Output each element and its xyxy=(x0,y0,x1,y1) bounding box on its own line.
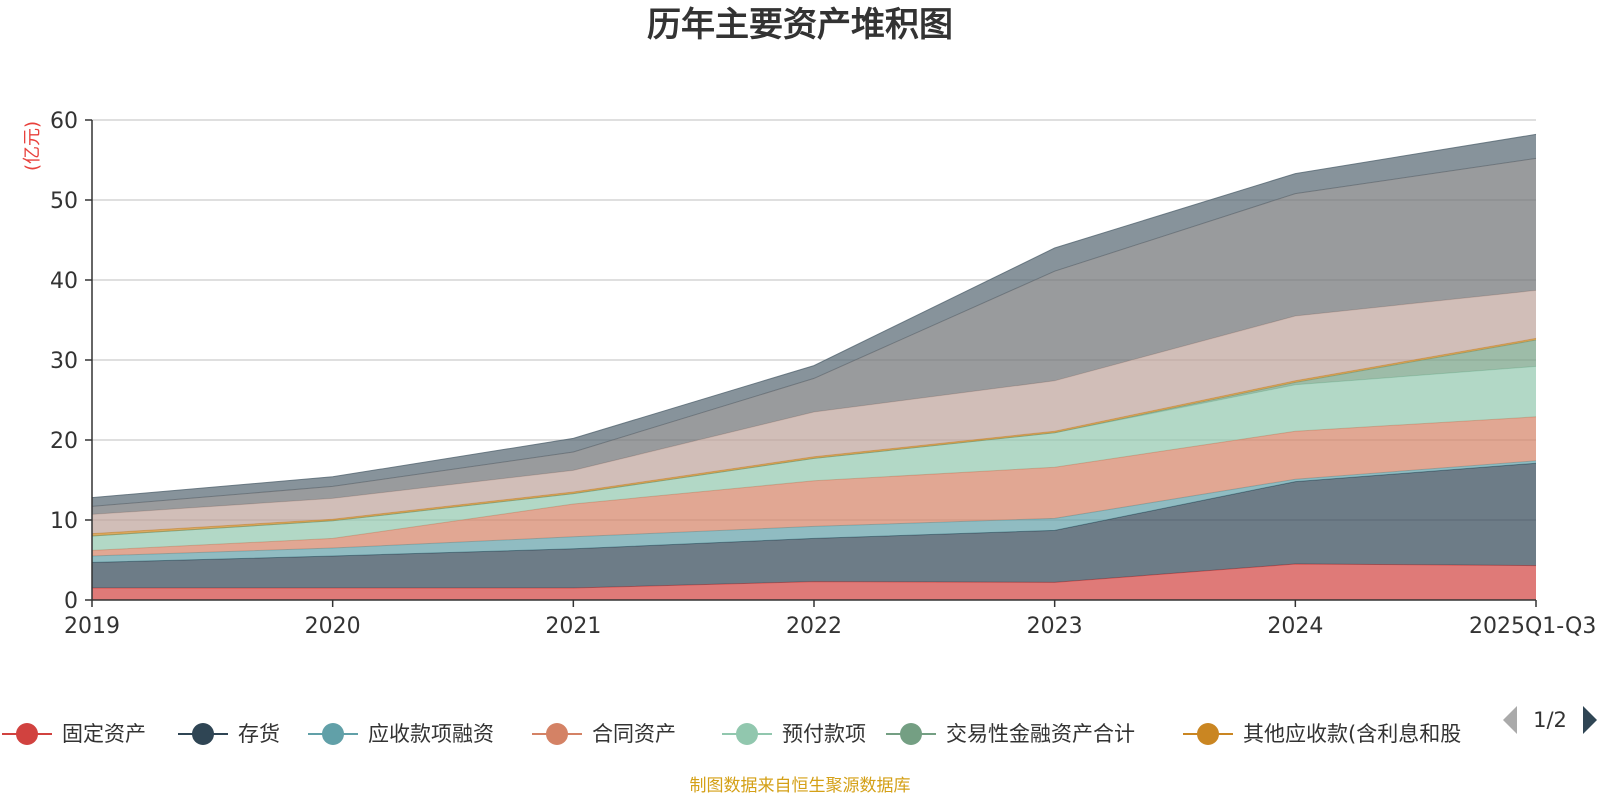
legend-item[interactable]: 其他应收款(含利息和股 xyxy=(1183,722,1461,746)
legend-next-page-icon[interactable] xyxy=(1583,706,1597,734)
legend-marker xyxy=(1197,723,1219,745)
legend-label: 交易性金融资产合计 xyxy=(946,722,1135,746)
x-tick-label: 2025Q1-Q3 xyxy=(1469,614,1596,639)
legend-label: 存货 xyxy=(238,722,280,746)
legend-item[interactable]: 合同资产 xyxy=(532,722,676,746)
legend-label: 合同资产 xyxy=(592,722,676,746)
chart-title: 历年主要资产堆积图 xyxy=(647,5,953,45)
legend-item[interactable]: 存货 xyxy=(178,722,280,746)
area-series[interactable] xyxy=(92,460,1536,563)
area-series-group xyxy=(91,133,1537,600)
legend-label: 预付款项 xyxy=(782,722,866,746)
area-series-edge xyxy=(91,133,1537,499)
legend-label: 其他应收款(含利息和股 xyxy=(1243,722,1461,746)
legend-item[interactable]: 固定资产 xyxy=(2,722,146,746)
y-tick-labels: 0 10 20 30 40 50 60 xyxy=(50,109,92,614)
source-note: 制图数据来自恒生聚源数据库 xyxy=(690,776,911,796)
x-tick-label: 2023 xyxy=(1027,614,1083,639)
x-tick-label: 2021 xyxy=(545,614,601,639)
y-unit-label: (亿元) xyxy=(22,121,43,171)
area-series[interactable] xyxy=(92,134,1536,507)
y-tick-label: 30 xyxy=(50,349,78,374)
legend-marker xyxy=(192,723,214,745)
legend-marker xyxy=(546,723,568,745)
legend-pager: 1/2 xyxy=(1503,706,1597,734)
legend-marker xyxy=(16,723,38,745)
area-series[interactable] xyxy=(92,158,1536,515)
x-tick-label: 2020 xyxy=(305,614,361,639)
y-tick-label: 40 xyxy=(50,269,78,294)
legend-label: 固定资产 xyxy=(62,722,146,746)
x-tick-labels: 2019 2020 2021 2022 2023 2024 2025Q1-Q3 xyxy=(64,600,1596,639)
y-tick-label: 20 xyxy=(50,429,78,454)
y-tick-label: 10 xyxy=(50,509,78,534)
legend-label: 应收款项融资 xyxy=(368,722,494,746)
y-tick-label: 50 xyxy=(50,189,78,214)
y-tick-label: 0 xyxy=(64,589,78,614)
legend-marker xyxy=(322,723,344,745)
y-tick-label: 60 xyxy=(50,109,78,134)
x-tick-label: 2024 xyxy=(1267,614,1323,639)
x-tick-label: 2019 xyxy=(64,614,120,639)
area-series[interactable] xyxy=(92,463,1536,588)
legend-item[interactable]: 预付款项 xyxy=(722,722,866,746)
legend-item[interactable]: 交易性金融资产合计 xyxy=(886,722,1135,746)
legend-prev-page-icon[interactable] xyxy=(1503,706,1517,734)
x-tick-label: 2022 xyxy=(786,614,842,639)
legend-item[interactable]: 应收款项融资 xyxy=(308,722,494,746)
legend-page-indicator: 1/2 xyxy=(1533,708,1567,732)
legend-marker xyxy=(736,723,758,745)
legend-marker xyxy=(900,723,922,745)
legend: 固定资产 存货 应收款项融资 合同资产 预付款项 交易性金融资产合计 其他应收款(含利息和股 xyxy=(2,722,1461,746)
